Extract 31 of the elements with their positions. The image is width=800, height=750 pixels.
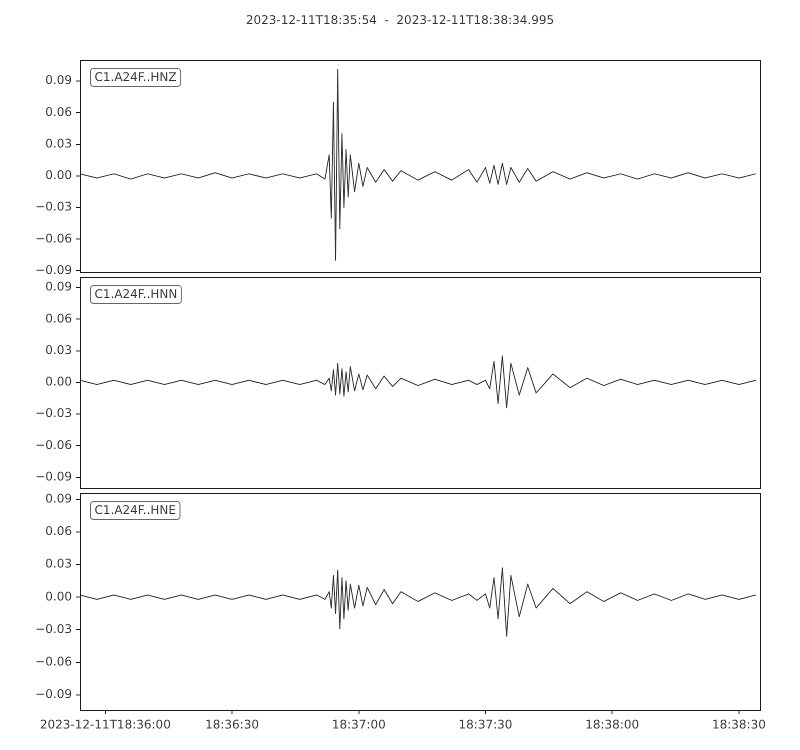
y-tick-label: −0.03 [35,406,72,420]
y-tick-label: 0.09 [45,280,72,294]
annotation: C1.A24F..HNN [94,287,178,302]
x-tick-label: 18:37:00 [332,717,386,732]
x-tick-label: 18:38:00 [585,717,640,732]
y-tick-label: −0.09 [35,262,72,277]
y-tick-label: 0.03 [45,342,72,357]
y-tick-label: −0.09 [35,469,72,484]
y-tick-label: −0.09 [35,686,72,701]
annotation: C1.A24F..HNZ [94,70,177,84]
y-tick-label: 0.00 [45,374,72,389]
x-tick-label: 2023-12-11T18:36:00 [40,717,171,732]
y-tick-label: 0.00 [45,589,72,604]
y-tick-label: −0.06 [35,438,72,452]
x-tick-label: 18:37:30 [458,717,512,732]
y-tick-label: 0.06 [45,104,72,119]
x-tick-label: 18:38:30 [712,717,766,732]
annotation: C1.A24F..HNE [94,503,176,518]
y-tick-label: 0.03 [45,136,72,150]
y-tick-label: −0.06 [35,231,72,246]
y-tick-label: −0.06 [35,654,72,668]
x-tick-label: 18:36:30 [205,717,260,732]
y-tick-label: 0.06 [45,311,72,326]
y-tick-label: 0.06 [45,524,72,538]
y-tick-label: 0.00 [45,168,72,182]
y-tick-label: −0.03 [35,622,72,636]
chart-title: 2023-12-11T18:35:54 - 2023-12-11T18:38:34.995 [244,13,556,27]
y-tick-label: −0.03 [35,200,72,214]
y-tick-label: 0.09 [45,492,72,506]
y-tick-label: 0.03 [45,556,72,571]
y-tick-label: 0.09 [45,73,72,88]
